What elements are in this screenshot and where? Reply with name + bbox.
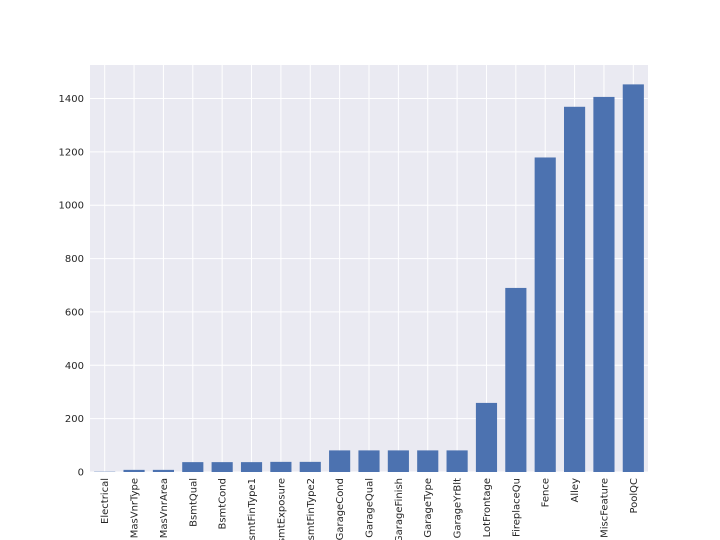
- bar: [505, 287, 527, 472]
- bar: [152, 469, 174, 472]
- x-tick-label: MasVnrType: [130, 478, 141, 538]
- x-tick-label: Fence: [541, 478, 552, 507]
- x-tick-label: GarageFinish: [394, 478, 405, 540]
- bar: [299, 461, 321, 472]
- y-tick-label: 200: [65, 414, 84, 425]
- bar: [593, 96, 615, 472]
- x-tick-label: GarageType: [423, 478, 434, 538]
- bar: [622, 84, 644, 472]
- x-tick-label: GarageYrBlt: [453, 478, 464, 538]
- bar: [564, 106, 586, 472]
- bar: [182, 462, 204, 472]
- x-tick-label: BsmtFinType1: [247, 478, 258, 540]
- bar: [417, 450, 439, 472]
- bar: [475, 402, 498, 472]
- y-tick-label: 1200: [59, 147, 84, 158]
- bar: [329, 450, 351, 472]
- bar: [240, 462, 263, 472]
- y-tick-label: 0: [78, 468, 84, 479]
- x-tick-label: Electrical: [100, 478, 111, 524]
- y-tick-label: 1400: [59, 94, 84, 105]
- x-tick-label: MasVnrArea: [159, 478, 170, 538]
- y-tick-label: 1000: [59, 201, 84, 212]
- x-tick-label: MiscFeature: [599, 478, 610, 538]
- x-tick-label: BsmtQual: [188, 478, 199, 527]
- bar: [211, 462, 233, 472]
- y-tick-label: 600: [65, 307, 84, 318]
- y-tick-label: 800: [65, 254, 84, 265]
- bar: [270, 461, 292, 472]
- bar: [446, 450, 468, 472]
- bar: [387, 450, 409, 472]
- x-tick-label: FireplaceQu: [511, 478, 522, 537]
- x-tick-label: GarageQual: [365, 478, 376, 538]
- x-tick-label: GarageCond: [335, 478, 346, 540]
- x-tick-label: PoolQC: [629, 478, 640, 514]
- bar: [358, 450, 380, 472]
- y-tick-label: 400: [65, 361, 84, 372]
- x-tick-label: BsmtExposure: [276, 478, 287, 540]
- x-tick-label: BsmtCond: [218, 478, 229, 530]
- x-tick-label: LotFrontage: [482, 478, 493, 537]
- x-tick-label: BsmtFinType2: [306, 478, 317, 540]
- bar: [123, 469, 145, 472]
- bar: [534, 157, 556, 472]
- x-tick-label: Alley: [570, 478, 581, 503]
